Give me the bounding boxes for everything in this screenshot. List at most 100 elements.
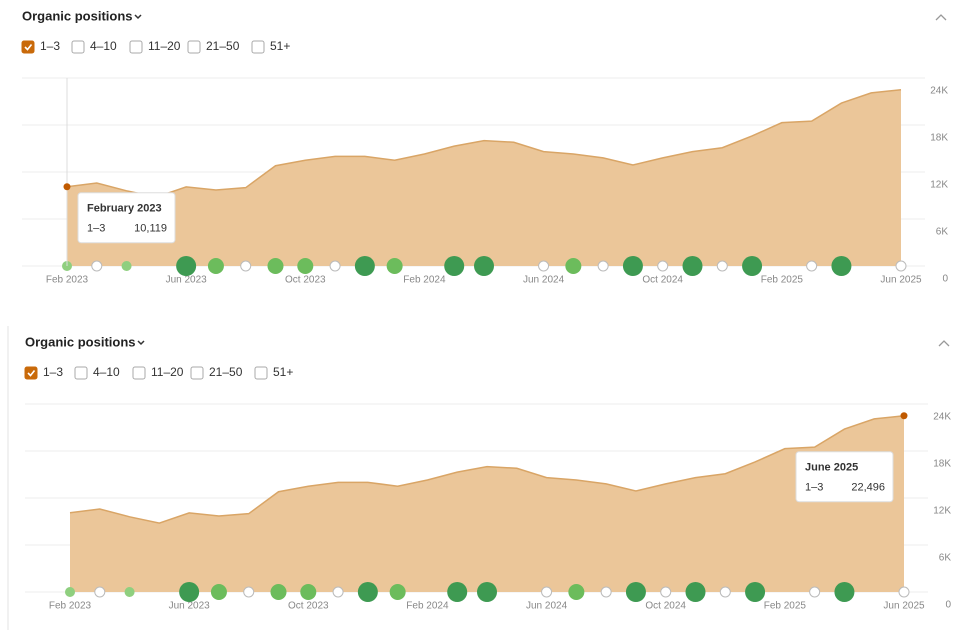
- event-icon[interactable]: [210, 584, 227, 600]
- chart-title: Organic positions: [25, 334, 136, 349]
- x-tick-label: Jun 2025: [880, 275, 922, 286]
- tooltip-value: 22,496: [851, 482, 885, 494]
- check-icon: [27, 370, 36, 377]
- event-icon[interactable]: [357, 582, 378, 602]
- x-tick-label: Oct 2024: [645, 601, 686, 612]
- event-icon[interactable]: [806, 260, 818, 272]
- event-icon[interactable]: [124, 587, 135, 597]
- event-icon[interactable]: [831, 256, 852, 276]
- checkbox[interactable]: [71, 40, 85, 54]
- x-tick-label: Jun 2025: [883, 601, 925, 612]
- checkbox[interactable]: [187, 40, 201, 54]
- event-icon[interactable]: [329, 260, 341, 272]
- check-icon: [24, 44, 33, 51]
- event-icon[interactable]: [270, 584, 287, 600]
- collapse-chevron: [935, 14, 947, 21]
- event-icon[interactable]: [898, 586, 910, 598]
- option-label: 21–50: [209, 365, 243, 379]
- event-icon[interactable]: [685, 582, 706, 602]
- checkbox[interactable]: [129, 40, 143, 54]
- event-icon[interactable]: [538, 260, 550, 272]
- event-icon[interactable]: [474, 256, 494, 276]
- event-icon[interactable]: [240, 260, 252, 272]
- hover-point: [900, 412, 908, 420]
- area-line: [69, 415, 905, 524]
- dropdown-chevron: [137, 340, 145, 346]
- event-icon[interactable]: [895, 260, 907, 272]
- event-icon[interactable]: [444, 256, 465, 276]
- x-tick-label: Jun 2024: [523, 275, 565, 286]
- event-icon[interactable]: [447, 582, 468, 602]
- event-icon[interactable]: [91, 260, 103, 272]
- event-icon[interactable]: [94, 586, 106, 598]
- x-tick-label: Jun 2023: [166, 275, 208, 286]
- checkbox[interactable]: [21, 40, 35, 54]
- event-icon[interactable]: [834, 582, 855, 602]
- option-label: 4–10: [93, 365, 120, 379]
- event-icon[interactable]: [243, 586, 255, 598]
- tooltip-title: February 2023: [87, 203, 162, 215]
- option-label: 21–50: [206, 39, 240, 53]
- event-icon[interactable]: [745, 582, 766, 602]
- event-icon[interactable]: [568, 584, 585, 600]
- event-icon[interactable]: [660, 586, 672, 598]
- event-icon[interactable]: [176, 256, 197, 276]
- event-icon[interactable]: [565, 258, 582, 274]
- event-icon[interactable]: [179, 582, 200, 602]
- event-icon[interactable]: [477, 582, 497, 602]
- event-icon[interactable]: [742, 256, 763, 276]
- tooltip: June 2025 1–3 22,496: [795, 451, 894, 503]
- area: [70, 415, 904, 592]
- tooltip-series: 1–3: [805, 482, 823, 494]
- event-icon[interactable]: [386, 258, 403, 274]
- event-icon[interactable]: [267, 258, 284, 274]
- panel: Organic positions 1–3 4–10 11–20 21–50 51+ 0 6K…: [7, 326, 952, 630]
- event-icon[interactable]: [207, 258, 224, 274]
- event-icon[interactable]: [121, 261, 132, 271]
- tooltip: February 2023 1–3 10,119: [77, 192, 176, 244]
- event-icon[interactable]: [657, 260, 669, 272]
- event-icon[interactable]: [597, 260, 609, 272]
- checkbox[interactable]: [24, 366, 38, 380]
- event-icon[interactable]: [332, 586, 344, 598]
- event-icon[interactable]: [809, 586, 821, 598]
- y-tick-label: 24K: [933, 412, 951, 423]
- x-tick-label: Jun 2023: [169, 601, 211, 612]
- x-tick-label: Feb 2023: [46, 275, 89, 286]
- x-tick-label: Feb 2023: [49, 601, 92, 612]
- option-label: 11–20: [148, 39, 181, 53]
- x-tick-label: Feb 2025: [761, 275, 804, 286]
- tooltip-series: 1–3: [87, 223, 105, 235]
- collapse-chevron: [938, 340, 950, 347]
- x-tick-label: Oct 2024: [642, 275, 683, 286]
- y-tick-label: 12K: [930, 180, 948, 191]
- area: [67, 89, 901, 266]
- event-icon[interactable]: [389, 584, 406, 600]
- checkbox[interactable]: [74, 366, 88, 380]
- chart-title: Organic positions: [22, 8, 133, 23]
- event-icon[interactable]: [65, 587, 75, 597]
- event-icon[interactable]: [622, 256, 643, 276]
- checkbox[interactable]: [132, 366, 146, 380]
- event-icon[interactable]: [716, 260, 728, 272]
- event-icon[interactable]: [600, 586, 612, 598]
- tooltip-value: 10,119: [134, 223, 167, 235]
- x-tick-label: Feb 2025: [764, 601, 807, 612]
- event-icon[interactable]: [300, 584, 317, 600]
- x-tick-label: Oct 2023: [288, 601, 329, 612]
- event-icon[interactable]: [297, 258, 314, 274]
- x-tick-label: Oct 2023: [285, 275, 326, 286]
- event-icon[interactable]: [719, 586, 731, 598]
- tooltip-title: June 2025: [805, 462, 858, 474]
- checkbox[interactable]: [251, 40, 265, 54]
- event-icon[interactable]: [682, 256, 703, 276]
- event-icon[interactable]: [354, 256, 375, 276]
- event-icon[interactable]: [541, 586, 553, 598]
- checkbox[interactable]: [254, 366, 268, 380]
- option-label: 11–20: [151, 365, 184, 379]
- y-tick-label: 6K: [939, 553, 952, 564]
- event-icon[interactable]: [625, 582, 646, 602]
- tooltip-box: [795, 451, 894, 503]
- checkbox[interactable]: [190, 366, 204, 380]
- panel: Organic positions 1–3 4–10 11–20 21–50 51+ 0 6K…: [21, 8, 948, 286]
